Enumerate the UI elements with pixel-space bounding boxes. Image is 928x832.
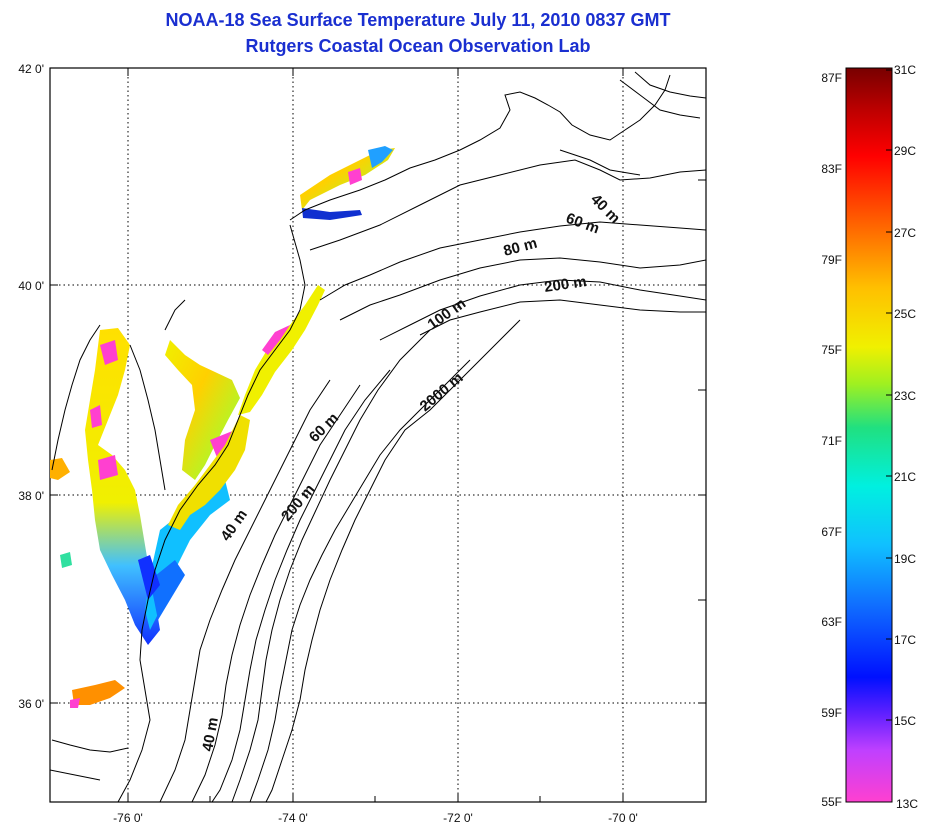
sst-patches [50, 146, 395, 708]
colorbar-c-label: 23C [894, 389, 916, 403]
colorbar [845, 67, 893, 803]
figure-subtitle: Rutgers Coastal Ocean Observation Lab [245, 36, 590, 56]
contour-label: 40 m [199, 716, 222, 753]
colorbar-c-label: 21C [894, 470, 916, 484]
colorbar-f-label: 55F [821, 795, 842, 809]
colorbar-celsius-labels: 31C 29C 27C 25C 23C 21C 19C 17C 15C 13C [894, 63, 918, 811]
lon-label: -74 0' [278, 811, 308, 825]
colorbar-c-label: 13C [896, 797, 918, 811]
contour-label: 200 m [543, 273, 587, 296]
map-frame [49, 67, 707, 803]
colorbar-c-label: 25C [894, 307, 916, 321]
colorbar-f-label: 75F [821, 343, 842, 357]
colorbar-f-label: 79F [821, 253, 842, 267]
graticule [50, 68, 706, 802]
colorbar-c-label: 17C [894, 633, 916, 647]
figure-title: NOAA-18 Sea Surface Temperature July 11,… [166, 10, 671, 30]
colorbar-f-label: 71F [821, 434, 842, 448]
colorbar-c-label: 27C [894, 226, 916, 240]
lat-label: 42 0' [18, 62, 44, 76]
colorbar-c-label: 19C [894, 552, 916, 566]
lat-label: 36 0' [18, 697, 44, 711]
coastline-and-bathymetry [50, 71, 706, 802]
lon-label: -70 0' [608, 811, 638, 825]
colorbar-f-label: 83F [821, 162, 842, 176]
colorbar-ticks [886, 69, 892, 721]
lat-label: 40 0' [18, 279, 44, 293]
colorbar-f-label: 67F [821, 525, 842, 539]
colorbar-fahrenheit-labels: 87F 83F 79F 75F 71F 67F 63F 59F 55F [821, 71, 842, 809]
colorbar-c-label: 31C [894, 63, 916, 77]
colorbar-f-label: 59F [821, 706, 842, 720]
colorbar-f-label: 63F [821, 615, 842, 629]
lat-label: 38 0' [18, 489, 44, 503]
colorbar-c-label: 29C [894, 144, 916, 158]
lon-label: -76 0' [113, 811, 143, 825]
axis-ticks [50, 68, 706, 802]
map-content: 40 m 60 m 80 m 200 m 100 m 2000 m 60 m 2… [50, 68, 706, 802]
lon-label: -72 0' [443, 811, 473, 825]
colorbar-f-label: 87F [821, 71, 842, 85]
colorbar-c-label: 15C [894, 714, 916, 728]
